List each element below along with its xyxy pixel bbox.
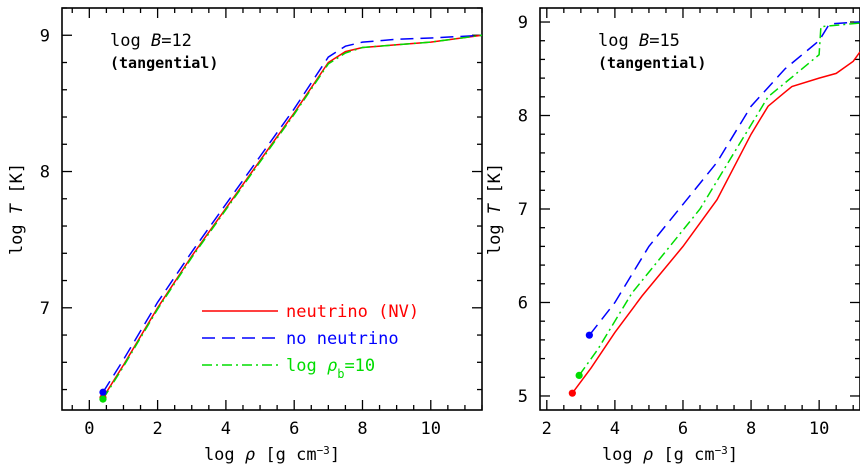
y-tick-label: 9 [40, 26, 50, 46]
y-axis-label: log T [K] [485, 163, 505, 255]
x-tick-label: 4 [221, 419, 231, 439]
panel-right-logB15: 2 4 6 8 10 5 6 7 8 9 log ρ [g cm−3] log T [K] log B=… [485, 7, 860, 466]
plot-frame [61, 7, 483, 411]
x-tick-label: 4 [610, 419, 620, 439]
panel-annotation: log B=15 [598, 31, 680, 51]
legend-label-log_rho_b: log ρb=10 [286, 356, 375, 381]
y-tick-label: 7 [40, 299, 50, 319]
y-tick-label: 8 [518, 107, 528, 127]
x-tick-label: 10 [421, 419, 441, 439]
x-axis-label: log ρ [g cm−3] [204, 444, 340, 466]
panel-annotation-sub: (tangential) [110, 54, 218, 72]
y-tick-label: 5 [518, 387, 528, 407]
series-start-marker-no_neutrino [585, 331, 593, 339]
y-tick-label: 8 [40, 163, 50, 183]
series-start-marker-no_neutrino [99, 388, 107, 396]
x-tick-label: 2 [542, 419, 552, 439]
series-start-marker-log_rho_b [99, 395, 107, 403]
x-tick-label: 8 [746, 419, 756, 439]
legend-label-neutrino: neutrino (NV) [286, 302, 419, 322]
y-tick-label: 6 [518, 293, 528, 313]
series-start-marker-neutrino [568, 389, 576, 397]
x-tick-label: 6 [289, 419, 299, 439]
series-start-marker-log_rho_b [575, 371, 583, 380]
y-axis-label: log T [K] [7, 163, 27, 255]
series-line-no_neutrino [588, 21, 860, 336]
x-tick-label: 8 [357, 419, 367, 439]
legend-label-no_neutrino: no neutrino [286, 329, 399, 349]
series-group [571, 21, 860, 394]
panel-annotation-sub: (tangential) [598, 54, 706, 72]
panel-annotation: log B=12 [110, 31, 192, 51]
series-line-log_rho_b [102, 34, 482, 400]
x-tick-label: 2 [152, 419, 162, 439]
series-line-neutrino [102, 34, 482, 399]
y-tick-label: 7 [518, 200, 528, 220]
series-line-log_rho_b [578, 22, 860, 376]
series-line-neutrino [571, 51, 860, 394]
y-tick-label: 9 [518, 13, 528, 33]
x-tick-label: 0 [84, 419, 94, 439]
x-axis-label: log ρ [g cm−3] [602, 444, 738, 466]
series-group [102, 34, 482, 400]
panel-left-logB12: 0 2 4 6 8 10 7 8 9 log ρ [g cm−3] log T [K] log B=1… [7, 7, 483, 466]
series-line-no_neutrino [102, 34, 482, 393]
x-tick-label: 6 [678, 419, 688, 439]
x-tick-label: 10 [809, 419, 829, 439]
